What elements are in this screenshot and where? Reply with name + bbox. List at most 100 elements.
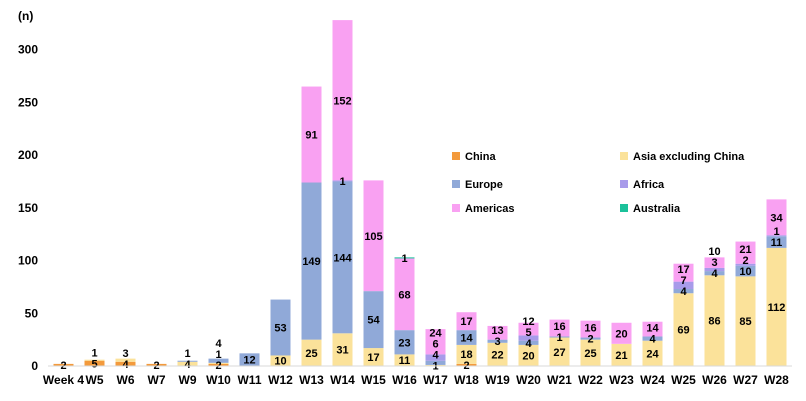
data-label: 10 bbox=[274, 356, 286, 368]
data-label: 105 bbox=[364, 231, 382, 243]
x-tick-label: W5 bbox=[86, 373, 104, 387]
data-label: 7 bbox=[680, 275, 686, 287]
legend-label: Asia excluding China bbox=[633, 151, 745, 163]
data-label: 16 bbox=[584, 323, 596, 335]
data-label: 10 bbox=[708, 246, 720, 258]
bar-segment bbox=[332, 180, 353, 182]
data-label: 21 bbox=[615, 350, 627, 362]
x-tick-label: W15 bbox=[361, 373, 386, 387]
data-label: 18 bbox=[460, 349, 472, 361]
data-label: 11 bbox=[399, 355, 411, 367]
data-label: 54 bbox=[367, 315, 380, 327]
data-label: 4 bbox=[215, 338, 222, 350]
x-axis: Week 4 W5 W6 W7 W9 W10 W11 W12 W13 W14 W15 W16 W17 W1… bbox=[43, 365, 792, 387]
bar-segment bbox=[363, 180, 384, 292]
data-label: 3 bbox=[494, 336, 500, 348]
data-label: 24 bbox=[429, 327, 442, 339]
bar-segment bbox=[394, 330, 415, 355]
data-label: 31 bbox=[336, 345, 348, 357]
data-label: 69 bbox=[677, 325, 689, 337]
bar-segment bbox=[580, 337, 601, 340]
data-label: 11 bbox=[771, 237, 783, 249]
data-label: 12 bbox=[522, 316, 534, 328]
legend-label: Australia bbox=[633, 203, 681, 215]
bar-segment bbox=[394, 257, 415, 259]
data-label: 21 bbox=[739, 244, 751, 256]
bar-segment bbox=[735, 276, 756, 366]
legend-swatch bbox=[620, 152, 628, 160]
bar-segment bbox=[177, 361, 198, 366]
bar-segment bbox=[425, 360, 446, 365]
data-label: 16 bbox=[553, 321, 565, 333]
bar-segment bbox=[487, 325, 508, 340]
bar-segment bbox=[394, 258, 415, 331]
y-tick-label: 0 bbox=[31, 359, 38, 373]
x-tick-label: W26 bbox=[702, 373, 727, 387]
bar-segment bbox=[735, 241, 756, 264]
x-tick-label: W23 bbox=[609, 373, 634, 387]
bar-segment bbox=[518, 335, 539, 341]
legend-label: Europe bbox=[465, 179, 503, 191]
legend-swatch bbox=[452, 180, 460, 188]
data-label: 3 bbox=[711, 257, 717, 269]
data-label: 68 bbox=[398, 289, 410, 301]
data-label: 4 bbox=[711, 268, 718, 280]
bar-segment bbox=[301, 339, 322, 366]
x-tick-label: W18 bbox=[454, 373, 479, 387]
x-tick-label: W11 bbox=[237, 373, 261, 387]
bar-segment bbox=[549, 337, 570, 366]
x-tick-label: W24 bbox=[640, 373, 665, 387]
bar-segment bbox=[177, 360, 198, 362]
data-label: 2 bbox=[742, 255, 748, 267]
bar-segment bbox=[766, 236, 787, 248]
legend-label: Americas bbox=[465, 203, 515, 215]
data-label: 1 bbox=[339, 176, 345, 188]
data-label: 20 bbox=[615, 328, 627, 340]
x-tick-label: W21 bbox=[547, 373, 572, 387]
data-label: 5 bbox=[525, 327, 531, 339]
x-tick-label: W25 bbox=[671, 373, 696, 387]
data-label: 34 bbox=[770, 212, 783, 224]
legend: China Asia excluding China Europe Africa Ame… bbox=[452, 151, 745, 215]
y-tick-label: 250 bbox=[18, 95, 38, 109]
data-label: 1 bbox=[556, 332, 562, 344]
data-label: 25 bbox=[584, 348, 596, 360]
x-tick-label: W27 bbox=[733, 373, 758, 387]
data-label: 1 bbox=[401, 253, 407, 265]
bar-segment bbox=[53, 363, 74, 366]
x-tick-label: W17 bbox=[423, 373, 448, 387]
data-label: 1 bbox=[773, 226, 779, 238]
bar-segment bbox=[704, 275, 725, 366]
data-label: 1 bbox=[91, 347, 97, 359]
bar-segment bbox=[704, 267, 725, 272]
x-tick-label: W6 bbox=[117, 373, 135, 387]
y-tick-label: 300 bbox=[18, 43, 38, 57]
bar-segment bbox=[425, 329, 446, 355]
x-tick-label: W19 bbox=[485, 373, 510, 387]
y-axis-unit-label: (n) bbox=[18, 9, 33, 23]
bar-segment bbox=[208, 363, 229, 366]
bar-segment bbox=[766, 199, 787, 236]
legend-swatch bbox=[452, 204, 460, 212]
data-label: 17 bbox=[677, 264, 689, 276]
data-label: 27 bbox=[553, 347, 565, 359]
bar-segment bbox=[208, 358, 229, 363]
bar-segment bbox=[673, 263, 694, 282]
data-label: 4 bbox=[649, 334, 656, 346]
data-label: 144 bbox=[333, 252, 352, 264]
data-label: 4 bbox=[432, 349, 439, 361]
bar-segment bbox=[332, 20, 353, 181]
data-label: 25 bbox=[305, 348, 317, 360]
bar-segment bbox=[642, 336, 663, 341]
bar-segment bbox=[518, 322, 539, 336]
data-label: 23 bbox=[398, 337, 410, 349]
data-label: 14 bbox=[460, 333, 473, 345]
legend-swatch bbox=[620, 204, 628, 212]
bars bbox=[53, 20, 787, 366]
bar-segment bbox=[735, 265, 756, 277]
bar-segment bbox=[766, 235, 787, 237]
data-label: 5 bbox=[91, 358, 97, 370]
bar-segment bbox=[456, 363, 477, 366]
bar-segment bbox=[673, 289, 694, 294]
